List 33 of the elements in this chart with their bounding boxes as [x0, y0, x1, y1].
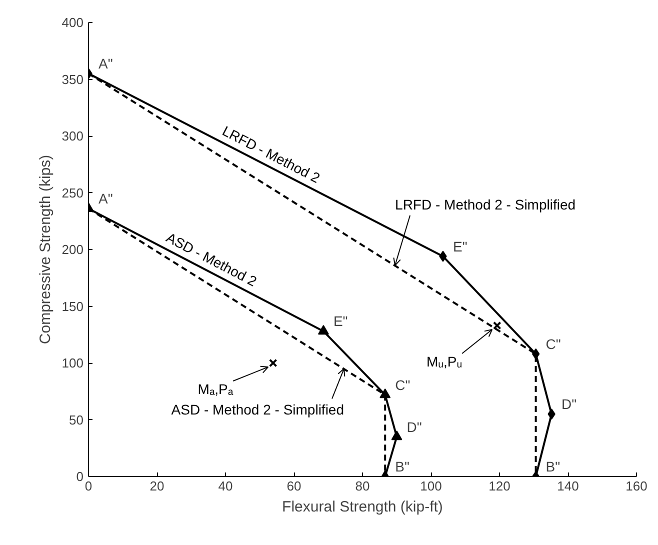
annotation: Mᵤ,Pᵤ	[426, 354, 462, 370]
x-tick-label: 140	[557, 478, 579, 494]
annotation: C"	[395, 376, 410, 393]
x-tick-label: 80	[355, 478, 370, 494]
y-tick-label: 250	[62, 185, 84, 200]
annotation: E"	[333, 313, 348, 330]
y-tick-label: 350	[62, 72, 84, 87]
y-tick-label: 150	[62, 298, 84, 314]
annotation: D"	[562, 396, 577, 412]
x-tick-label: 120	[488, 478, 510, 494]
annotation: LRFD - Method 2 - Simplified	[395, 196, 576, 212]
x-tick-label: 20	[150, 478, 164, 494]
annotation: E"	[452, 238, 468, 254]
annotation: B"	[546, 458, 560, 474]
x-tick-label: 60	[286, 478, 302, 494]
y-tick-label: 300	[62, 128, 84, 144]
annotation: B"	[395, 458, 410, 474]
y-tick-label: 400	[62, 15, 84, 30]
y-axis-title: Compressive Strength (kips)	[36, 154, 54, 344]
annotation: C"	[546, 336, 561, 352]
x-tick-label: 40	[218, 478, 233, 494]
x-axis-title: Flexural Strength (kip-ft)	[282, 498, 443, 516]
annotation: ASD - Method 2 - Simplified	[171, 402, 344, 418]
y-tick-label: 100	[62, 356, 84, 370]
x-tick-label: 160	[626, 478, 648, 494]
annotation: Mₐ,Pₐ	[198, 381, 234, 397]
annotation: A"	[98, 56, 113, 72]
annotation: D"	[406, 418, 422, 435]
annotation: A"	[98, 190, 113, 207]
y-tick-label: 50	[69, 412, 84, 428]
x-tick-label: 100	[420, 478, 442, 494]
y-tick-label: 200	[62, 242, 84, 257]
y-tick-label: 0	[76, 469, 84, 484]
